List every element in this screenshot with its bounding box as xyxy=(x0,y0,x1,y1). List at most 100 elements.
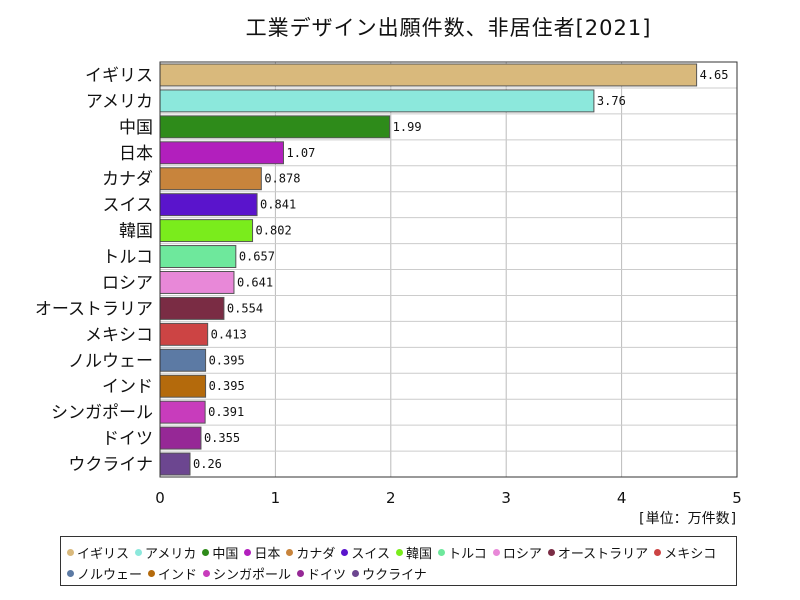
legend-label: ノルウェー xyxy=(77,568,143,583)
bar xyxy=(159,271,235,294)
bar-value-label: 0.802 xyxy=(256,224,292,238)
legend-marker xyxy=(352,570,360,577)
legend-label: オーストラリア xyxy=(557,547,649,562)
legend-marker xyxy=(286,549,294,556)
legend-marker xyxy=(654,549,662,556)
bar xyxy=(159,63,698,87)
legend-marker xyxy=(396,549,404,556)
legend-marker xyxy=(148,570,156,577)
category-label: オーストラリア xyxy=(35,299,153,319)
legend-marker xyxy=(67,570,74,577)
bar xyxy=(159,374,207,398)
legend-label: スイス xyxy=(351,547,391,562)
category-label: アメリカ xyxy=(86,92,153,112)
category-label: インド xyxy=(102,377,153,397)
legend-marker xyxy=(297,570,305,577)
bar xyxy=(159,426,202,450)
category-label: 韓国 xyxy=(119,222,153,242)
legend-label: ロシア xyxy=(502,547,542,562)
legend: イギリス アメリカ 中国 日本 カナダ スイス 韓国 トルコ ロシア オーストラリア メキシコノルウ… xyxy=(60,536,737,586)
plot-area-border xyxy=(159,61,738,478)
bar-value-label: 0.26 xyxy=(193,457,222,471)
legend-label: 韓国 xyxy=(406,547,433,562)
x-tick-label: 3 xyxy=(501,489,511,507)
legend-marker xyxy=(438,549,446,556)
legend-item: インド xyxy=(148,563,197,584)
legend-label: シンガポール xyxy=(213,568,292,583)
bar xyxy=(159,167,262,191)
category-label: 中国 xyxy=(119,118,153,138)
x-tick-label: 5 xyxy=(732,489,742,507)
legend-label: ウクライナ xyxy=(362,568,427,583)
legend-item: トルコ xyxy=(438,542,487,563)
legend-item: カナダ xyxy=(286,542,335,563)
x-tick-label: 4 xyxy=(617,489,627,507)
legend-item: 韓国 xyxy=(396,542,432,563)
bar xyxy=(159,322,209,346)
legend-label: 中国 xyxy=(212,547,239,562)
category-label: メキシコ xyxy=(85,325,153,345)
bar-value-label: 0.841 xyxy=(260,198,296,212)
bar xyxy=(159,296,225,320)
legend-item: ノルウェー xyxy=(67,563,142,584)
legend-label: トルコ xyxy=(448,547,487,562)
x-tick-label: 2 xyxy=(386,489,396,507)
category-label: シンガポール xyxy=(51,403,153,423)
legend-item: イギリス xyxy=(67,542,129,563)
bar xyxy=(159,348,207,372)
bar-value-label: 0.355 xyxy=(204,431,240,445)
category-label: スイス xyxy=(103,196,154,216)
legend-label: インド xyxy=(158,568,198,583)
bar xyxy=(159,193,258,217)
legend-marker xyxy=(203,570,211,577)
legend-item: 日本 xyxy=(244,542,280,563)
bar-value-label: 0.878 xyxy=(264,172,300,186)
category-label: 日本 xyxy=(119,144,153,164)
bar-value-label: 0.554 xyxy=(227,301,263,315)
legend-marker xyxy=(341,549,349,556)
bar-value-label: 0.657 xyxy=(239,250,275,264)
bar xyxy=(159,219,254,243)
legend-item: スイス xyxy=(341,542,390,563)
x-tick-label: 1 xyxy=(271,489,281,507)
bar-value-label: 0.395 xyxy=(209,379,245,393)
bar-value-label: 4.65 xyxy=(700,68,729,82)
bar xyxy=(159,89,595,113)
chart-title: 工業デザイン出願件数、非居住者[2021] xyxy=(245,16,652,40)
bar xyxy=(159,452,191,476)
bar-value-label: 3.76 xyxy=(597,94,626,108)
category-label: トルコ xyxy=(102,248,153,268)
bar-value-label: 0.413 xyxy=(211,327,247,341)
legend-item: オーストラリア xyxy=(547,542,649,563)
unit-label: [単位：万件数] xyxy=(637,511,738,527)
bar-value-label: 0.395 xyxy=(209,353,245,367)
legend-label: メキシコ xyxy=(664,547,717,562)
legend-label: アメリカ xyxy=(145,547,197,562)
legend-marker xyxy=(244,549,252,556)
legend-marker xyxy=(202,549,210,556)
category-label: ロシア xyxy=(102,273,153,293)
legend-marker xyxy=(492,549,500,556)
legend-label: ドイツ xyxy=(307,568,347,583)
legend-item: シンガポール xyxy=(203,563,291,584)
bar xyxy=(159,400,206,424)
legend-item: アメリカ xyxy=(135,542,196,563)
category-label: イギリス xyxy=(85,66,153,86)
legend-item: ロシア xyxy=(492,542,542,563)
bar xyxy=(159,115,391,139)
legend-label: 日本 xyxy=(254,547,281,562)
legend-label: カナダ xyxy=(296,547,336,562)
legend-marker xyxy=(135,549,143,556)
legend-item: メキシコ xyxy=(654,542,716,563)
bar-value-label: 0.391 xyxy=(208,405,244,419)
legend-label: イギリス xyxy=(77,547,130,562)
bar-value-label: 1.99 xyxy=(393,120,422,134)
category-label: ドイツ xyxy=(102,429,153,449)
bar-value-label: 1.07 xyxy=(286,146,315,160)
category-label: ノルウェー xyxy=(68,351,153,371)
legend-marker xyxy=(547,549,555,556)
bar-value-label: 0.641 xyxy=(237,275,273,289)
x-tick-label: 0 xyxy=(155,489,165,507)
bar xyxy=(159,141,284,165)
